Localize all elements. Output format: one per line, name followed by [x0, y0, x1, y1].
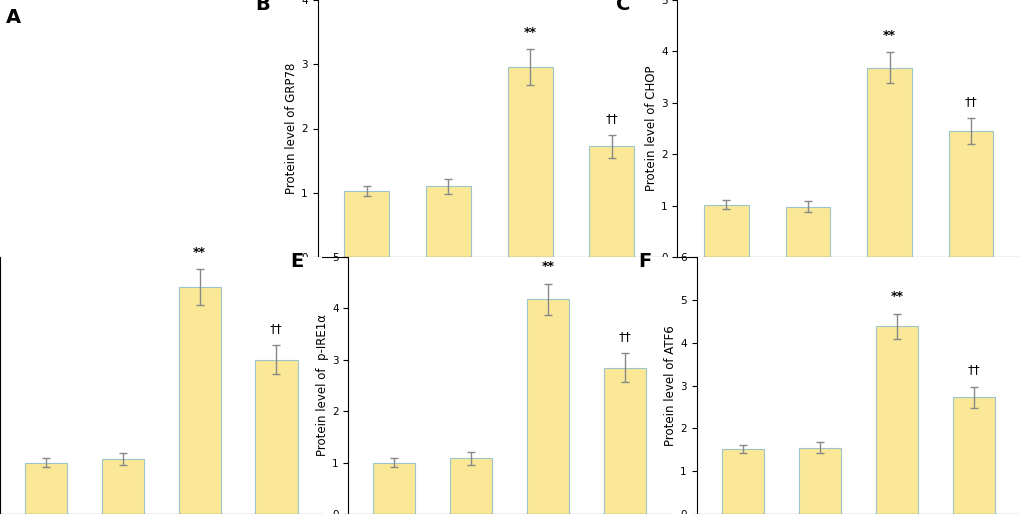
- Bar: [603, 368, 645, 514]
- Bar: [703, 205, 748, 257]
- Text: E: E: [290, 252, 304, 271]
- Text: ††: ††: [966, 363, 979, 376]
- Text: db/db: db/db: [873, 278, 904, 287]
- Bar: [866, 68, 911, 257]
- Text: db/m: db/m: [353, 278, 380, 287]
- Bar: [24, 463, 67, 514]
- Y-axis label: Protein level of ATF6: Protein level of ATF6: [663, 325, 677, 446]
- Text: A: A: [6, 8, 21, 27]
- Text: **: **: [541, 261, 554, 273]
- Text: db/db+teneligliptin: db/db+teneligliptin: [560, 298, 662, 308]
- Bar: [449, 458, 492, 514]
- Bar: [343, 191, 388, 257]
- Text: teneligliptin: teneligliptin: [417, 298, 479, 308]
- Text: **: **: [193, 246, 206, 259]
- Bar: [798, 448, 840, 514]
- Bar: [178, 287, 220, 514]
- Bar: [102, 459, 144, 514]
- Bar: [785, 207, 829, 257]
- Bar: [426, 186, 471, 257]
- Y-axis label: Protein level of CHOP: Protein level of CHOP: [645, 66, 657, 191]
- Bar: [948, 131, 993, 257]
- Text: C: C: [615, 0, 630, 14]
- Text: ††: ††: [605, 112, 618, 124]
- Bar: [952, 397, 994, 514]
- Text: db/m: db/m: [712, 278, 739, 287]
- Text: F: F: [638, 252, 651, 271]
- Text: db/db+teneligliptin: db/db+teneligliptin: [919, 298, 1019, 308]
- Text: teneligliptin: teneligliptin: [775, 298, 839, 308]
- Bar: [255, 360, 298, 514]
- Text: **: **: [523, 26, 536, 39]
- Text: db/db: db/db: [515, 278, 544, 287]
- Bar: [526, 299, 569, 514]
- Text: ††: ††: [270, 322, 282, 335]
- Text: **: **: [882, 29, 895, 42]
- Bar: [373, 463, 415, 514]
- Bar: [589, 146, 634, 257]
- Y-axis label: Protein level of  p-IRE1α: Protein level of p-IRE1α: [316, 315, 329, 456]
- Bar: [874, 326, 917, 514]
- Y-axis label: Protein level of GRP78: Protein level of GRP78: [285, 63, 299, 194]
- Bar: [507, 67, 552, 257]
- Text: ††: ††: [618, 330, 631, 343]
- Text: ††: ††: [964, 95, 976, 108]
- Bar: [720, 449, 763, 514]
- Text: B: B: [256, 0, 270, 14]
- Text: **: **: [890, 290, 903, 303]
